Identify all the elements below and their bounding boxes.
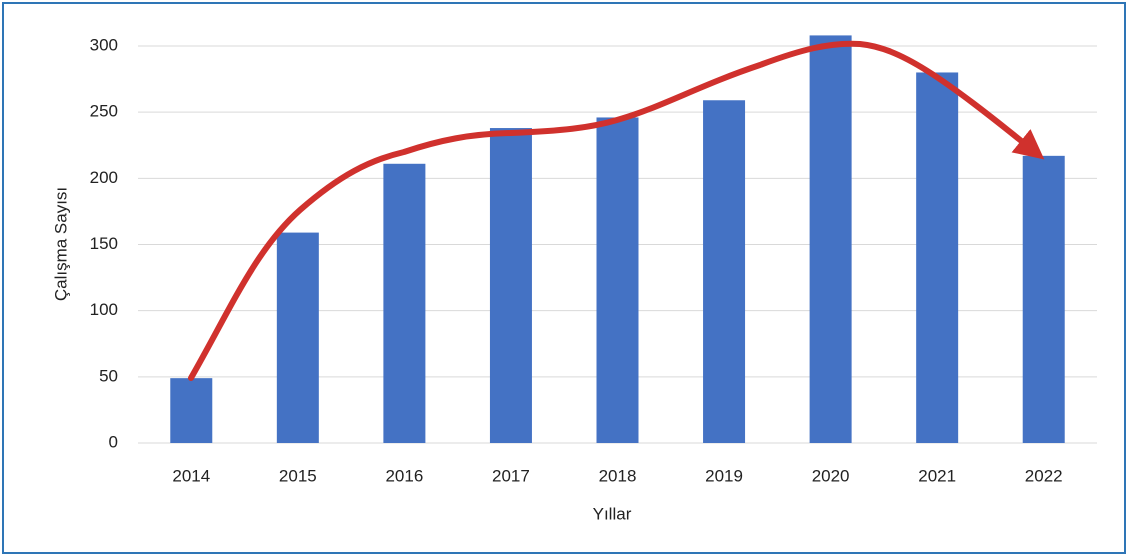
y-tick-label: 250	[90, 102, 118, 121]
x-tick-label: 2020	[812, 466, 850, 485]
bar	[596, 117, 639, 444]
bar	[703, 100, 746, 444]
y-tick-label: 200	[90, 168, 118, 187]
x-tick-label: 2018	[599, 466, 637, 485]
y-axis-title: Çalışma Sayısı	[51, 187, 70, 301]
y-tick-label: 0	[109, 432, 118, 451]
x-axis-title: Yıllar	[593, 504, 632, 523]
bar	[276, 232, 319, 443]
x-tick-label: 2021	[918, 466, 956, 485]
x-tick-label: 2016	[385, 466, 423, 485]
bar	[809, 35, 852, 444]
x-tick-label: 2015	[279, 466, 317, 485]
x-tick-label: 2022	[1025, 466, 1063, 485]
bar	[383, 163, 426, 443]
x-tick-label: 2017	[492, 466, 530, 485]
y-tick-label: 100	[90, 300, 118, 319]
x-tick-label: 2019	[705, 466, 743, 485]
y-tick-label: 150	[90, 234, 118, 253]
bar	[489, 128, 532, 443]
x-tick-label: 2014	[172, 466, 210, 485]
bar	[170, 378, 213, 443]
y-tick-label: 50	[99, 366, 118, 385]
plot: 0 50 100 150 200 250 300 2014 2015 2016 2017 2018 20…	[90, 35, 1097, 485]
bar	[916, 72, 959, 443]
y-tick-label: 300	[90, 35, 118, 54]
bar	[1022, 155, 1065, 443]
trend-arrow	[188, 40, 1045, 381]
